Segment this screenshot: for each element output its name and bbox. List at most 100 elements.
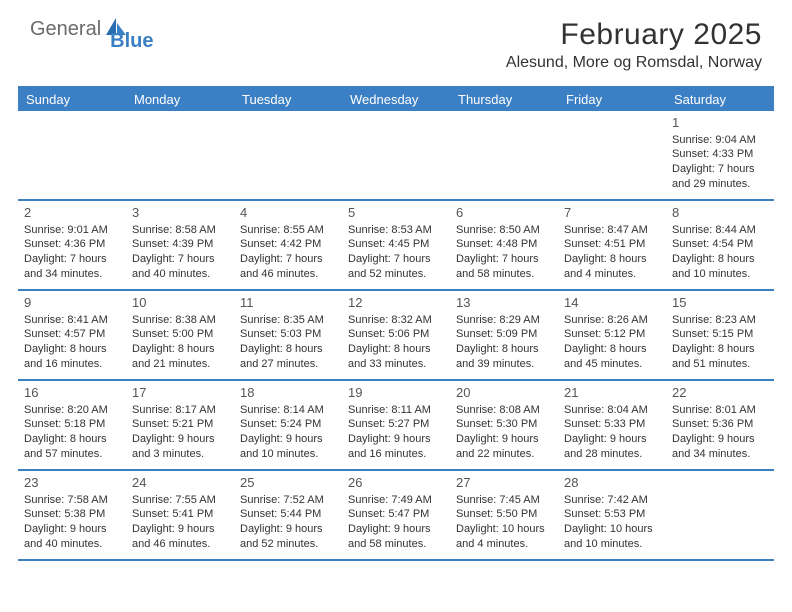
- day-cell: 28Sunrise: 7:42 AMSunset: 5:53 PMDayligh…: [558, 471, 666, 559]
- day-cell: 20Sunrise: 8:08 AMSunset: 5:30 PMDayligh…: [450, 381, 558, 469]
- day-sunset: Sunset: 5:50 PM: [456, 507, 552, 522]
- day-sunset: Sunset: 5:47 PM: [348, 507, 444, 522]
- day-sunset: Sunset: 4:45 PM: [348, 237, 444, 252]
- day-daylight1: Daylight: 8 hours: [24, 432, 120, 447]
- day-sunrise: Sunrise: 8:08 AM: [456, 403, 552, 418]
- day-sunset: Sunset: 4:42 PM: [240, 237, 336, 252]
- day-cell: 13Sunrise: 8:29 AMSunset: 5:09 PMDayligh…: [450, 291, 558, 379]
- logo: General Blue: [30, 18, 174, 41]
- day-sunrise: Sunrise: 8:01 AM: [672, 403, 768, 418]
- day-daylight1: Daylight: 8 hours: [672, 252, 768, 267]
- day-number: 4: [240, 204, 336, 222]
- day-number: 28: [564, 474, 660, 492]
- day-sunrise: Sunrise: 8:26 AM: [564, 313, 660, 328]
- day-sunrise: Sunrise: 8:32 AM: [348, 313, 444, 328]
- week-row: 2Sunrise: 9:01 AMSunset: 4:36 PMDaylight…: [18, 201, 774, 291]
- day-sunrise: Sunrise: 8:23 AM: [672, 313, 768, 328]
- day-sunset: Sunset: 5:30 PM: [456, 417, 552, 432]
- day-cell: 17Sunrise: 8:17 AMSunset: 5:21 PMDayligh…: [126, 381, 234, 469]
- day-cell: 21Sunrise: 8:04 AMSunset: 5:33 PMDayligh…: [558, 381, 666, 469]
- day-number: 19: [348, 384, 444, 402]
- header: General Blue February 2025 Alesund, More…: [0, 0, 792, 78]
- day-daylight1: Daylight: 7 hours: [672, 162, 768, 177]
- day-sunrise: Sunrise: 7:55 AM: [132, 493, 228, 508]
- day-daylight2: and 40 minutes.: [24, 537, 120, 552]
- day-sunset: Sunset: 5:09 PM: [456, 327, 552, 342]
- day-sunrise: Sunrise: 9:04 AM: [672, 133, 768, 148]
- day-daylight2: and 45 minutes.: [564, 357, 660, 372]
- day-daylight1: Daylight: 9 hours: [240, 432, 336, 447]
- day-sunset: Sunset: 5:41 PM: [132, 507, 228, 522]
- day-number: 16: [24, 384, 120, 402]
- month-title: February 2025: [506, 18, 762, 52]
- day-number: 21: [564, 384, 660, 402]
- week-row: 16Sunrise: 8:20 AMSunset: 5:18 PMDayligh…: [18, 381, 774, 471]
- day-number: 6: [456, 204, 552, 222]
- day-number: 11: [240, 294, 336, 312]
- day-sunset: Sunset: 5:06 PM: [348, 327, 444, 342]
- day-cell: 24Sunrise: 7:55 AMSunset: 5:41 PMDayligh…: [126, 471, 234, 559]
- day-sunset: Sunset: 5:44 PM: [240, 507, 336, 522]
- day-number: 3: [132, 204, 228, 222]
- day-header-cell: Wednesday: [342, 88, 450, 111]
- day-cell: 6Sunrise: 8:50 AMSunset: 4:48 PMDaylight…: [450, 201, 558, 289]
- day-number: 13: [456, 294, 552, 312]
- day-sunrise: Sunrise: 8:29 AM: [456, 313, 552, 328]
- day-header-cell: Thursday: [450, 88, 558, 111]
- day-daylight1: Daylight: 7 hours: [456, 252, 552, 267]
- day-sunrise: Sunrise: 8:53 AM: [348, 223, 444, 238]
- week-row: 1Sunrise: 9:04 AMSunset: 4:33 PMDaylight…: [18, 111, 774, 201]
- day-sunset: Sunset: 5:38 PM: [24, 507, 120, 522]
- day-sunset: Sunset: 5:33 PM: [564, 417, 660, 432]
- day-number: 2: [24, 204, 120, 222]
- day-header-cell: Tuesday: [234, 88, 342, 111]
- day-sunrise: Sunrise: 8:44 AM: [672, 223, 768, 238]
- day-daylight1: Daylight: 9 hours: [132, 432, 228, 447]
- day-header-cell: Sunday: [18, 88, 126, 111]
- day-number: 22: [672, 384, 768, 402]
- day-sunrise: Sunrise: 8:41 AM: [24, 313, 120, 328]
- day-sunset: Sunset: 4:39 PM: [132, 237, 228, 252]
- day-header-cell: Monday: [126, 88, 234, 111]
- day-daylight2: and 52 minutes.: [240, 537, 336, 552]
- day-daylight1: Daylight: 10 hours: [456, 522, 552, 537]
- day-number: 26: [348, 474, 444, 492]
- calendar: SundayMondayTuesdayWednesdayThursdayFrid…: [18, 86, 774, 561]
- day-number: 8: [672, 204, 768, 222]
- day-daylight1: Daylight: 8 hours: [24, 342, 120, 357]
- day-sunset: Sunset: 4:48 PM: [456, 237, 552, 252]
- day-cell: 11Sunrise: 8:35 AMSunset: 5:03 PMDayligh…: [234, 291, 342, 379]
- day-header-cell: Friday: [558, 88, 666, 111]
- day-sunrise: Sunrise: 8:20 AM: [24, 403, 120, 418]
- day-cell: 12Sunrise: 8:32 AMSunset: 5:06 PMDayligh…: [342, 291, 450, 379]
- day-sunrise: Sunrise: 8:35 AM: [240, 313, 336, 328]
- day-daylight2: and 57 minutes.: [24, 447, 120, 462]
- day-cell-empty: [666, 471, 774, 559]
- logo-text-blue: Blue: [110, 30, 153, 53]
- day-daylight2: and 4 minutes.: [456, 537, 552, 552]
- day-sunrise: Sunrise: 8:47 AM: [564, 223, 660, 238]
- day-daylight1: Daylight: 10 hours: [564, 522, 660, 537]
- day-sunset: Sunset: 5:18 PM: [24, 417, 120, 432]
- day-cell-empty: [126, 111, 234, 199]
- day-daylight2: and 10 minutes.: [564, 537, 660, 552]
- day-daylight2: and 16 minutes.: [24, 357, 120, 372]
- day-daylight1: Daylight: 8 hours: [564, 252, 660, 267]
- day-daylight2: and 27 minutes.: [240, 357, 336, 372]
- day-cell: 25Sunrise: 7:52 AMSunset: 5:44 PMDayligh…: [234, 471, 342, 559]
- day-cell: 1Sunrise: 9:04 AMSunset: 4:33 PMDaylight…: [666, 111, 774, 199]
- day-cell: 14Sunrise: 8:26 AMSunset: 5:12 PMDayligh…: [558, 291, 666, 379]
- day-daylight2: and 51 minutes.: [672, 357, 768, 372]
- day-sunrise: Sunrise: 7:58 AM: [24, 493, 120, 508]
- day-cell: 15Sunrise: 8:23 AMSunset: 5:15 PMDayligh…: [666, 291, 774, 379]
- day-sunrise: Sunrise: 8:38 AM: [132, 313, 228, 328]
- location-text: Alesund, More og Romsdal, Norway: [506, 54, 762, 72]
- day-sunrise: Sunrise: 8:50 AM: [456, 223, 552, 238]
- day-number: 12: [348, 294, 444, 312]
- day-number: 1: [672, 114, 768, 132]
- day-daylight1: Daylight: 7 hours: [24, 252, 120, 267]
- day-cell: 9Sunrise: 8:41 AMSunset: 4:57 PMDaylight…: [18, 291, 126, 379]
- day-cell-empty: [342, 111, 450, 199]
- day-cell: 10Sunrise: 8:38 AMSunset: 5:00 PMDayligh…: [126, 291, 234, 379]
- day-cell-empty: [558, 111, 666, 199]
